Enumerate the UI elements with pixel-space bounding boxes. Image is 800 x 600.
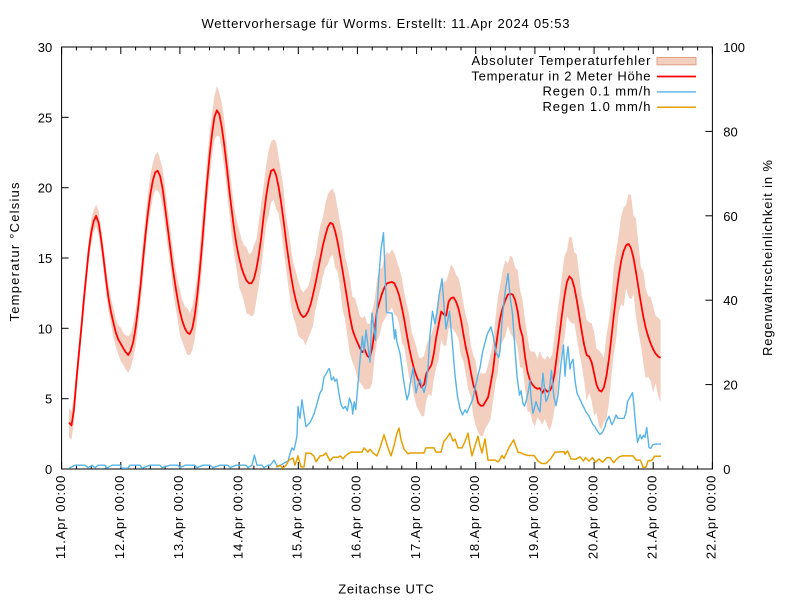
svg-text:40: 40 [723,293,737,308]
svg-text:Temperatur in 2 Meter Höhe: Temperatur in 2 Meter Höhe [472,68,651,83]
svg-text:Regenwahrscheinlichkeit in %: Regenwahrscheinlichkeit in % [760,160,775,356]
svg-text:Regen 1.0 mm/h: Regen 1.0 mm/h [543,99,651,114]
svg-text:21.Apr 00:00: 21.Apr 00:00 [644,476,659,559]
svg-text:20: 20 [723,378,737,393]
svg-text:19.Apr 00:00: 19.Apr 00:00 [526,476,541,559]
svg-text:30: 30 [38,40,52,55]
svg-text:11.Apr 00:00: 11.Apr 00:00 [53,476,68,559]
svg-text:Absoluter Temperaturfehler: Absoluter Temperaturfehler [472,53,652,68]
svg-text:Wettervorhersage für Worms. Er: Wettervorhersage für Worms. Erstellt: 11… [202,16,570,31]
svg-text:5: 5 [45,392,52,407]
svg-text:0: 0 [723,462,730,477]
svg-text:16.Apr 00:00: 16.Apr 00:00 [349,476,364,559]
svg-text:17.Apr 00:00: 17.Apr 00:00 [408,476,423,559]
svg-text:15: 15 [38,251,52,266]
svg-text:80: 80 [723,124,737,139]
svg-text:22.Apr 00:00: 22.Apr 00:00 [704,476,719,559]
svg-text:25: 25 [38,110,52,125]
svg-text:100: 100 [723,40,745,55]
svg-text:20: 20 [38,181,52,196]
svg-text:0: 0 [45,462,52,477]
svg-text:60: 60 [723,209,737,224]
svg-text:Regen 0.1 mm/h: Regen 0.1 mm/h [543,84,651,99]
svg-text:Temperatur °Celsius: Temperatur °Celsius [7,182,22,322]
svg-text:10: 10 [38,321,52,336]
svg-text:18.Apr 00:00: 18.Apr 00:00 [467,476,482,560]
svg-text:12.Apr 00:00: 12.Apr 00:00 [112,476,127,559]
svg-text:Zeitachse UTC: Zeitachse UTC [338,582,434,597]
svg-text:13.Apr 00:00: 13.Apr 00:00 [171,476,186,559]
svg-text:15.Apr 00:00: 15.Apr 00:00 [290,476,305,559]
svg-text:20.Apr 00:00: 20.Apr 00:00 [585,476,600,559]
svg-text:14.Apr 00:00: 14.Apr 00:00 [230,476,245,559]
